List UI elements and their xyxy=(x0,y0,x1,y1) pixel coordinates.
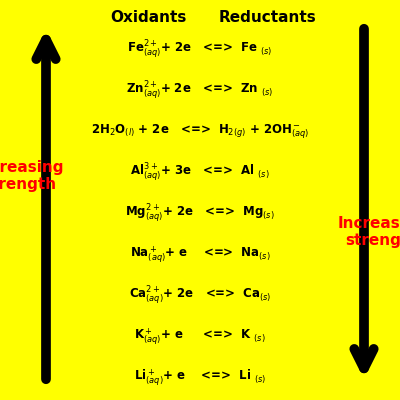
Text: K$^+_{(aq)}$+ e     <=>  K $_{(s)}$: K$^+_{(aq)}$+ e <=> K $_{(s)}$ xyxy=(134,327,266,347)
Text: 2H$_2$O$_{(l)}$ + 2e   <=>  H$_{2(g)}$ + 2OH$^-_{(aq)}$: 2H$_2$O$_{(l)}$ + 2e <=> H$_{2(g)}$ + 2O… xyxy=(91,123,309,141)
Text: Oxidants: Oxidants xyxy=(110,10,186,26)
Text: Al$^{3+}_{(aq)}$+ 3e   <=>  Al $_{(s)}$: Al$^{3+}_{(aq)}$+ 3e <=> Al $_{(s)}$ xyxy=(130,162,270,184)
Text: Zn$^{2+}_{(aq)}$+ 2e   <=>  Zn $_{(s)}$: Zn$^{2+}_{(aq)}$+ 2e <=> Zn $_{(s)}$ xyxy=(126,80,274,102)
Text: Fe$^{2+}_{(aq)}$+ 2e   <=>  Fe $_{(s)}$: Fe$^{2+}_{(aq)}$+ 2e <=> Fe $_{(s)}$ xyxy=(127,39,273,61)
Text: Na$^+_{(aq)}$+ e    <=>  Na$_{(s)}$: Na$^+_{(aq)}$+ e <=> Na$_{(s)}$ xyxy=(130,245,270,265)
Text: Increasing
strength: Increasing strength xyxy=(0,160,64,192)
Text: Reductants: Reductants xyxy=(219,10,317,26)
Text: Li$^+_{(aq)}$+ e    <=>  Li $_{(s)}$: Li$^+_{(aq)}$+ e <=> Li $_{(s)}$ xyxy=(134,368,266,388)
Text: Mg$^{2+}_{(aq)}$+ 2e   <=>  Mg$_{(s)}$: Mg$^{2+}_{(aq)}$+ 2e <=> Mg$_{(s)}$ xyxy=(125,203,275,225)
Text: Ca$^{2+}_{(aq)}$+ 2e   <=>  Ca$_{(s)}$: Ca$^{2+}_{(aq)}$+ 2e <=> Ca$_{(s)}$ xyxy=(129,285,271,307)
Text: Increasing
strength: Increasing strength xyxy=(337,216,400,248)
